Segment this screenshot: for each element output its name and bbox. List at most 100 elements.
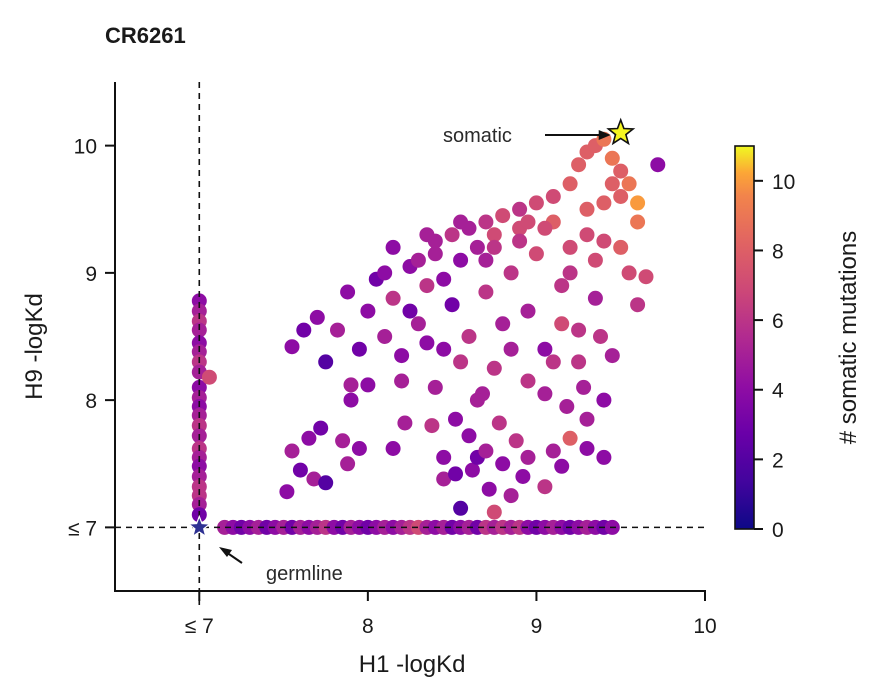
data-point [587, 252, 603, 268]
data-point [537, 341, 553, 357]
x-tick-label: 10 [693, 615, 716, 638]
data-point [410, 316, 426, 332]
data-point [495, 456, 511, 472]
data-point [292, 462, 308, 478]
y-tick-label: 9 [85, 263, 97, 286]
annotations-layer: somatic germline [187, 117, 636, 585]
data-point [503, 265, 519, 281]
data-point [486, 360, 502, 376]
data-point [481, 481, 497, 497]
data-point [330, 322, 345, 338]
y-axis-label: H9 -logKd [21, 293, 48, 400]
data-point [638, 269, 654, 285]
data-point [576, 379, 592, 395]
data-point [596, 233, 612, 249]
colorbar-tick-label: 8 [772, 240, 784, 263]
data-point [486, 227, 502, 243]
data-point [448, 411, 463, 427]
data-point [478, 252, 494, 268]
data-point [419, 278, 435, 294]
data-point [495, 208, 511, 224]
data-point [343, 392, 359, 408]
data-point [448, 466, 463, 482]
y-tick-label: 8 [85, 390, 97, 413]
data-point [444, 297, 460, 313]
data-point [313, 420, 329, 436]
data-point [571, 322, 587, 338]
data-point [351, 341, 367, 357]
data-point [402, 303, 418, 319]
data-point [562, 176, 578, 192]
data-point [537, 386, 553, 402]
data-point [537, 479, 553, 495]
colorbar-tick-label: 6 [772, 310, 784, 333]
data-point [596, 449, 612, 465]
data-point [545, 443, 561, 459]
data-point [385, 441, 401, 456]
x-tick-label: ≤ 7 [185, 615, 214, 638]
data-point [478, 214, 494, 230]
somatic-label: somatic [443, 125, 512, 147]
data-point [604, 348, 620, 364]
data-point [486, 239, 502, 255]
data-point [360, 303, 376, 319]
data-point [562, 430, 578, 446]
data-point [520, 449, 536, 465]
data-point [562, 239, 578, 255]
data-point [284, 339, 300, 355]
data-point [309, 309, 325, 325]
data-point [469, 239, 485, 255]
colorbar: 0 2 4 6 8 10 # somatic mutations [734, 145, 862, 542]
data-point [410, 252, 426, 268]
colorbar-tick-label: 2 [772, 449, 784, 472]
data-point [613, 163, 629, 179]
colorbar-tick-label: 4 [772, 380, 784, 403]
data-point [340, 284, 356, 300]
data-point [587, 290, 603, 306]
data-point [284, 443, 300, 459]
data-point [579, 227, 595, 243]
data-point [613, 189, 629, 204]
data-point [453, 252, 469, 268]
colorbar-tick-label: 10 [772, 171, 795, 194]
data-point [453, 214, 469, 230]
data-point [397, 415, 413, 431]
somatic-arrow-head [598, 130, 611, 140]
colorbar-label: # somatic mutations [835, 231, 862, 444]
data-point [491, 415, 507, 431]
data-point [351, 441, 367, 456]
data-point [579, 201, 595, 217]
data-point [436, 271, 452, 287]
data-point [528, 195, 544, 211]
data-point [596, 392, 612, 408]
data-point [377, 265, 393, 281]
data-point [545, 354, 561, 370]
data-point [571, 354, 587, 370]
data-point [318, 475, 334, 491]
chart-title: CR6261 [105, 23, 186, 48]
colorbar-gradient [734, 145, 755, 530]
data-point [650, 157, 666, 173]
data-point [301, 430, 317, 446]
data-point [340, 456, 356, 472]
x-tick-label: 9 [531, 615, 543, 638]
data-point [554, 316, 570, 332]
data-point [436, 471, 452, 487]
data-point [630, 214, 646, 230]
data-point [503, 341, 519, 357]
data-point [630, 195, 646, 211]
data-point [343, 377, 359, 393]
data-point [444, 227, 460, 243]
data-point [613, 239, 629, 255]
germline-star-icon [187, 514, 212, 538]
points-layer [191, 131, 666, 535]
data-point [419, 227, 435, 243]
data-point [512, 201, 528, 217]
data-point [630, 297, 646, 313]
data-point [515, 469, 531, 484]
data-point [335, 433, 351, 449]
data-point [579, 441, 595, 456]
data-point [537, 220, 553, 236]
data-point [385, 290, 401, 306]
